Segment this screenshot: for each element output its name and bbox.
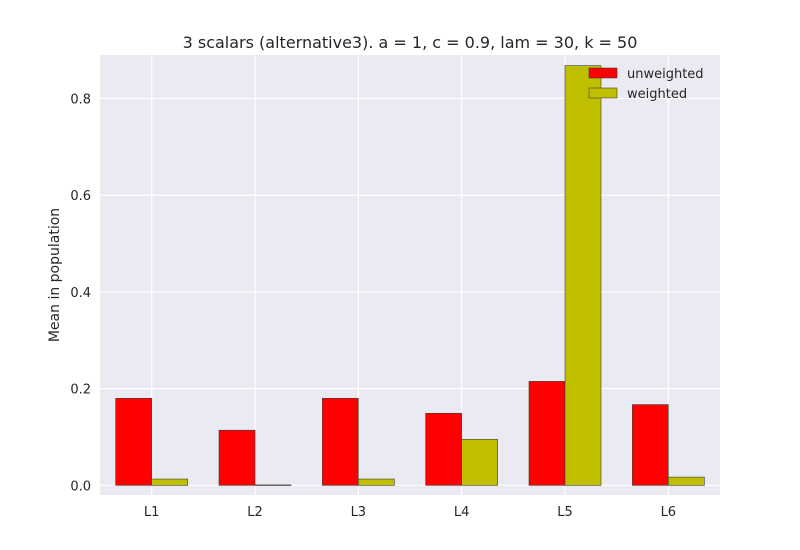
y-tick-label: 0.2 [70, 383, 91, 398]
y-tick-label: 0.8 [70, 93, 91, 108]
y-tick-label: 0.0 [70, 479, 91, 494]
legend: unweighted weighted [588, 67, 704, 102]
x-tick-label: L1 [144, 505, 160, 520]
bar-unweighted-L4 [425, 412, 462, 486]
legend-label-unweighted: unweighted [627, 67, 704, 82]
x-tick-label: L6 [661, 505, 677, 520]
bar-weighted-L3 [358, 478, 395, 486]
bar-weighted-L5 [564, 65, 602, 486]
bars [115, 65, 705, 486]
bar-weighted-L1 [151, 478, 188, 486]
bar-weighted-L2 [254, 484, 292, 486]
bar-unweighted-L3 [322, 397, 359, 486]
x-tick-label: L4 [454, 505, 470, 520]
plot-area [100, 55, 720, 495]
y-axis-label: Mean in population [47, 208, 63, 342]
x-tick-label: L3 [351, 505, 367, 520]
bar-unweighted-L1 [115, 397, 152, 486]
y-tick-label: 0.4 [70, 286, 91, 301]
legend-label-weighted: weighted [627, 87, 687, 102]
x-tick-labels: L1 L2 L3 L4 L5 L6 [144, 505, 676, 520]
bar-unweighted-L5 [528, 381, 566, 486]
y-tick-label: 0.6 [70, 189, 91, 204]
legend-swatch-weighted [588, 87, 618, 99]
bar-unweighted-L2 [218, 429, 256, 486]
legend-swatch-unweighted [588, 67, 618, 79]
y-tick-labels: 0.0 0.2 0.4 0.6 0.8 [70, 93, 91, 495]
chart-title: 3 scalars (alternative3). a = 1, c = 0.9… [183, 33, 638, 52]
bar-weighted-L4 [461, 439, 498, 486]
bar-unweighted-L6 [632, 404, 669, 486]
x-tick-label: L2 [247, 505, 263, 520]
x-tick-label: L5 [557, 505, 573, 520]
bar-weighted-L6 [668, 476, 705, 486]
